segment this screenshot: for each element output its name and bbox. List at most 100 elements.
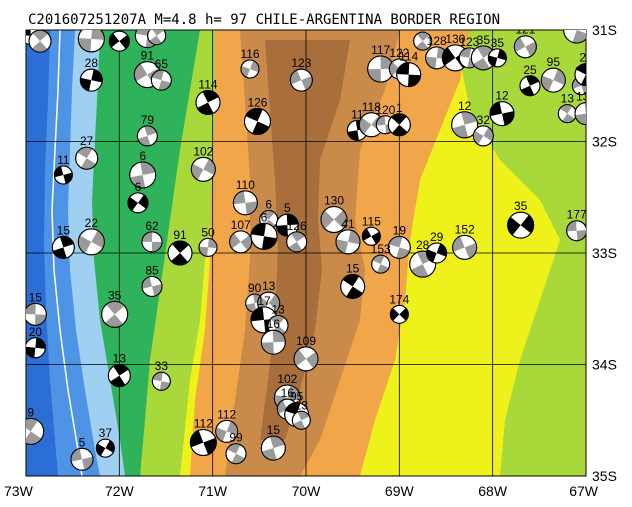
focal-mechanism-beachball: 112 — [215, 407, 239, 443]
focal-mechanism-beachball: 128 — [563, 30, 586, 44]
event-depth-label: 35 — [477, 33, 491, 47]
event-depth-label: 126 — [287, 219, 307, 233]
focal-mechanism-beachball: 135 — [574, 90, 586, 126]
event-depth-label: 27 — [80, 134, 94, 148]
event-depth-label: 15 — [29, 290, 43, 304]
event-depth-label: 33 — [155, 359, 169, 373]
coastline — [51, 30, 83, 476]
focal-mechanism-beachball: 27 — [75, 134, 99, 170]
event-depth-label: 11 — [351, 107, 364, 121]
focal-mechanism-beachball: 123 — [289, 56, 313, 92]
event-depth-label: 122 — [389, 46, 409, 60]
focal-mechanism-beachball: 117 — [367, 43, 395, 83]
focal-mechanism-beachball: 95 — [540, 55, 566, 93]
focal-mechanism-beachball: 114 — [195, 77, 221, 115]
event-depth-label: 95 — [547, 55, 561, 69]
focal-mechanism-beachball: 20 — [26, 325, 46, 359]
lon-tick-label: 69W — [385, 483, 415, 499]
focal-mechanism-beachball: 114 — [396, 50, 422, 88]
focal-mechanisms: 5 12 25 13275028916511411612312679102112766… — [26, 19, 587, 471]
focal-mechanism-beachball: 33 — [151, 359, 171, 391]
event-depth-label: 6 — [139, 149, 146, 163]
focal-mechanism-beachball: 130 — [320, 194, 348, 234]
focal-mechanism-beachball: 35 — [101, 288, 129, 328]
focal-mechanism-beachball: 5 — [275, 201, 299, 237]
event-depth-label: 107 — [413, 19, 433, 33]
event-depth-label: 79 — [141, 113, 155, 127]
event-depth-label: 15 — [346, 261, 360, 275]
event-depth-label: 107 — [231, 218, 251, 232]
focal-mechanism-beachball: 12 — [451, 99, 479, 139]
map-title: C201607251207A M=4.8 h= 97 CHILE-ARGENTI… — [28, 12, 500, 28]
focal-mechanism-beachball: 121 — [513, 23, 537, 59]
focal-mechanism-beachball: 35 — [470, 33, 496, 71]
focal-mechanism-beachball: 50 — [198, 225, 218, 257]
event-depth-label: 130 — [324, 194, 344, 208]
lat-tick-label: 31S — [592, 22, 617, 38]
event-depth-label: 130 — [445, 32, 465, 46]
event-depth-label: 13 — [271, 302, 285, 316]
focal-mechanism-beachball: 25 — [77, 30, 105, 53]
event-depth-label: 35 — [514, 199, 528, 213]
event-depth-label: 177 — [567, 208, 587, 222]
event-depth-label: 1 — [396, 101, 403, 115]
focal-mechanism-beachball: 112 — [189, 417, 217, 457]
event-depth-label: 13 — [113, 352, 127, 366]
focal-mechanism-beachball: 25 — [519, 63, 541, 97]
focal-mechanism-beachball: 35 — [507, 199, 535, 239]
event-depth-label: 91 — [141, 49, 155, 63]
focal-mechanism-beachball: 6 — [129, 149, 157, 189]
focal-mechanism-beachball: 5 — [70, 435, 94, 471]
focal-mechanism-beachball: 9 — [26, 405, 45, 445]
focal-mechanism-beachball: 32 — [472, 113, 494, 147]
event-depth-label: 114 — [198, 77, 217, 91]
focal-mechanism-beachball: 6 — [250, 210, 278, 250]
focal-mechanism-beachball: 19 — [387, 223, 411, 259]
event-depth-label: 15 — [267, 423, 281, 437]
event-depth-label: 12 — [495, 89, 509, 103]
focal-mechanism-beachball: 29 — [426, 230, 448, 264]
event-depth-label: 13 — [295, 398, 309, 412]
event-depth-label: 174 — [389, 292, 409, 306]
focal-mechanism-beachball: 62 — [141, 219, 163, 253]
lat-tick-label: 32S — [592, 134, 617, 150]
event-depth-label: 128 — [427, 34, 447, 48]
focal-mechanism-beachball: 109 — [293, 334, 319, 372]
event-depth-label: 16 — [281, 386, 295, 400]
event-depth-label: 123 — [459, 35, 479, 49]
event-depth-label: 13 — [561, 92, 575, 106]
event-depth-label: 102 — [193, 144, 213, 158]
event-depth-label: 121 — [515, 23, 535, 37]
focal-mechanism-beachball: 126 — [286, 219, 308, 253]
tick-labels: 73W 72W 71W 70W 69W 68W 67W 31S 32S 33S 34S 35S — [4, 22, 617, 499]
event-depth-label: 117 — [371, 43, 390, 57]
focal-mechanism-beachball: 102 — [190, 144, 216, 182]
event-depth-label: 115 — [362, 214, 381, 228]
focal-mechanism-beachball: 41 — [335, 217, 361, 255]
event-depth-label: 25 — [523, 63, 537, 77]
lon-tick-label: 68W — [478, 483, 508, 499]
event-depth-label: 112 — [217, 407, 236, 421]
focal-mechanism-beachball: 79 — [136, 113, 158, 147]
event-depth-label: 16 — [267, 317, 281, 331]
event-depth-label: 90 — [248, 281, 262, 295]
focal-mechanism-beachball: 15 — [26, 290, 47, 326]
event-depth-label: 152 — [455, 222, 475, 236]
focal-mechanism-beachball: 15 — [51, 223, 75, 259]
event-depth-label: 29 — [430, 230, 444, 244]
focal-mechanism-beachball: 16 — [260, 317, 286, 355]
event-depth-label: 50 — [201, 225, 215, 239]
focal-mechanism-beachball: 107 — [413, 19, 433, 51]
focal-mechanism-beachball: 13 — [107, 352, 131, 388]
event-depth-label: 17 — [257, 294, 271, 308]
event-depth-label: 35 — [108, 288, 122, 302]
focal-mechanism-beachball: 13 — [291, 398, 311, 430]
lat-tick-label: 34S — [592, 357, 617, 373]
event-depth-label: 62 — [145, 219, 159, 233]
event-depth-label: 28 — [85, 56, 99, 70]
focal-mechanism-beachball: 28 — [79, 56, 103, 92]
focal-mechanism-beachball: 65 — [150, 57, 172, 91]
map-frame — [25, 29, 587, 477]
focal-mechanism-beachball: 37 — [95, 426, 115, 458]
